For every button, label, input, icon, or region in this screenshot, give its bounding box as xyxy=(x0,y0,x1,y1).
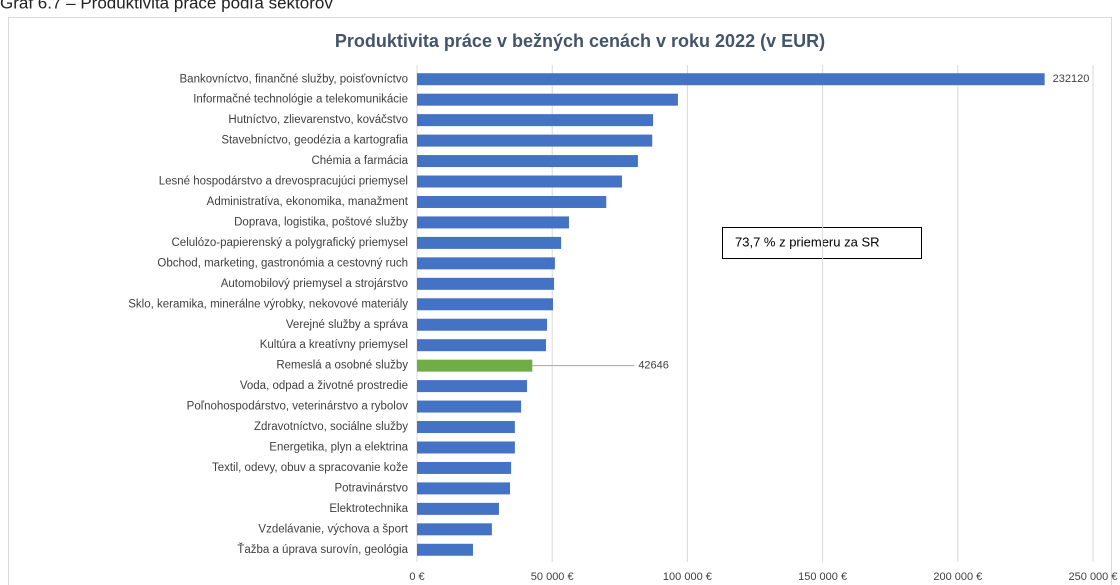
annotation-box xyxy=(722,227,922,259)
y-tick-label: Automobilový priemysel a strojárstvo xyxy=(221,278,408,290)
y-tick-label: Bankovníctvo, finančné služby, poisťovní… xyxy=(180,73,408,85)
bar xyxy=(417,318,548,331)
bar xyxy=(417,175,622,188)
y-tick-label: Potravinárstvo xyxy=(334,482,408,494)
y-tick-label: Remeslá a osobné služby xyxy=(276,360,408,372)
annotation: 73,7 % z priemeru za SR xyxy=(735,234,880,249)
bar xyxy=(417,93,678,106)
bar xyxy=(417,216,569,229)
y-tick-label: Ťažba a úprava surovín, geológia xyxy=(237,543,408,556)
bar xyxy=(417,195,607,208)
y-tick-label: Administratíva, ekonomika, manažment xyxy=(207,196,409,208)
x-tick-label: 0 € xyxy=(409,571,424,583)
y-tick-label: Informačné technológie a telekomunikácie xyxy=(193,94,408,106)
y-tick-label: Energetika, plyn a elektrina xyxy=(269,442,408,454)
chart-frame xyxy=(8,17,1112,585)
y-tick-label: Hutníctvo, zlievarenstvo, kováčstvo xyxy=(228,114,408,126)
bar xyxy=(417,236,562,249)
y-tick-label: Verejné služby a správa xyxy=(286,319,409,331)
y-tick-label: Voda, odpad a životné prostredie xyxy=(240,380,408,392)
y-tick-label: Obchod, marketing, gastronómia a cestovn… xyxy=(157,257,408,269)
bar xyxy=(417,400,522,413)
bar xyxy=(417,380,528,393)
x-tick-label: 250 000 € xyxy=(1069,571,1118,583)
x-tick-label: 100 000 € xyxy=(663,571,712,583)
y-tick-label: Zdravotníctvo, sociálne služby xyxy=(254,421,408,433)
bar xyxy=(417,523,492,536)
y-tick-label: Vzdelávanie, výchova a šport xyxy=(258,523,408,535)
bar xyxy=(417,339,546,352)
bar xyxy=(417,73,1045,86)
bar xyxy=(417,155,638,168)
y-tick-label: Textil, odevy, obuv a spracovanie kože xyxy=(212,462,408,474)
y-tick-label: Elektrotechnika xyxy=(329,503,408,515)
bar xyxy=(417,461,512,474)
bar xyxy=(417,441,515,454)
y-tick-label: Lesné hospodárstvo a drevospracujúci pri… xyxy=(159,176,408,188)
y-tick-label: Doprava, logistika, poštové služby xyxy=(234,216,408,228)
bar xyxy=(417,359,533,372)
x-tick-label: 200 000 € xyxy=(933,571,982,583)
bar xyxy=(417,277,555,290)
bar xyxy=(417,421,515,434)
y-tick-label: Celulózo-papierenský a polygrafický prie… xyxy=(172,237,409,249)
x-tick-label: 150 000 € xyxy=(798,571,847,583)
caption: Graf 6.7 – Produktivita práce podľa sekt… xyxy=(0,0,333,12)
y-tick-label: Poľnohospodárstvo, veterinárstvo a rybol… xyxy=(187,401,409,413)
bar xyxy=(417,257,555,270)
y-tick-label: Chémia a farmácia xyxy=(311,155,408,167)
bar xyxy=(417,543,473,556)
y-tick-label: Sklo, keramika, minerálne výrobky, nekov… xyxy=(128,298,408,310)
bar xyxy=(417,298,554,311)
bar xyxy=(417,134,653,147)
data-label: 42646 xyxy=(638,360,669,372)
y-tick-label: Stavebníctvo, geodézia a kartografia xyxy=(221,135,408,147)
data-label: 232120 xyxy=(1053,73,1090,85)
chart-title: Produktivita práce v bežných cenách v ro… xyxy=(335,31,825,51)
bar xyxy=(417,114,654,127)
bar xyxy=(417,482,511,495)
y-tick-label: Kultúra a kreatívny priemysel xyxy=(260,339,408,351)
x-tick-label: 50 000 € xyxy=(531,571,574,583)
bar xyxy=(417,502,499,515)
